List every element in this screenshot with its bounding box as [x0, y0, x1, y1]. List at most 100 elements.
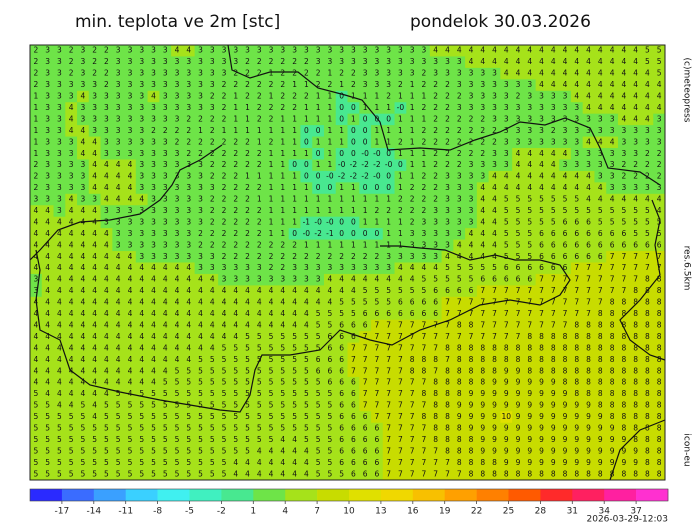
grid-cell [53, 342, 66, 355]
grid-cell [476, 354, 490, 367]
cell-value: 6 [339, 446, 344, 455]
cell-value: 5 [104, 469, 109, 478]
cell-value: 8 [610, 332, 615, 341]
grid-cell [65, 216, 78, 229]
grid-cell [371, 411, 384, 424]
grid-cell [523, 468, 537, 481]
cell-value: 4 [69, 206, 74, 215]
grid-cell [394, 285, 407, 298]
grid-cell [441, 365, 454, 378]
cell-value: 5 [116, 412, 121, 421]
cell-value: 4 [222, 309, 227, 318]
cell-value: 4 [257, 286, 262, 295]
cell-value: 4 [527, 46, 532, 55]
cell-value: 6 [598, 240, 603, 249]
cell-value: 4 [69, 126, 74, 135]
grid-cell [629, 90, 642, 103]
cell-value: 3 [151, 217, 156, 226]
cell-value: 5 [163, 469, 168, 478]
cell-value: 4 [433, 46, 438, 55]
cell-value: 3 [104, 103, 109, 112]
cell-value: 5 [280, 423, 285, 432]
cell-value: 3 [598, 149, 603, 158]
grid-cell [135, 262, 149, 275]
grid-cell [147, 170, 160, 183]
grid-cell [182, 273, 196, 286]
cell-value: 5 [280, 332, 285, 341]
cell-value: 4 [69, 229, 74, 238]
grid-cell [488, 445, 501, 458]
grid-cell [41, 193, 55, 206]
grid-cell [382, 67, 396, 80]
cell-value: 4 [504, 183, 509, 192]
grid-cell [406, 457, 419, 470]
cell-value: 7 [398, 389, 403, 398]
cell-value: 7 [410, 401, 415, 410]
grid-cell [218, 262, 231, 275]
grid-cell [253, 445, 266, 458]
grid-cell [476, 79, 490, 92]
grid-cell [594, 296, 607, 309]
cell-value: 5 [292, 343, 297, 352]
cell-value: 4 [269, 458, 274, 467]
grid-cell [41, 273, 55, 286]
cell-value: 1 [410, 80, 415, 89]
grid-cell [41, 90, 55, 103]
cell-value: 6 [574, 217, 579, 226]
grid-cell [65, 354, 78, 367]
grid-cell [100, 434, 113, 447]
cell-value: 4 [151, 286, 156, 295]
cell-value: 8 [657, 458, 662, 467]
grid-cell [476, 388, 490, 401]
cell-value: 3 [386, 263, 391, 272]
grid-cell [147, 331, 160, 344]
grid-cell [265, 273, 278, 286]
grid-cell [582, 365, 595, 378]
cell-value: 3 [186, 206, 191, 215]
cell-value: 5 [222, 401, 227, 410]
grid-cell [206, 56, 219, 69]
grid-cell [323, 125, 337, 138]
grid-cell [182, 136, 196, 149]
cell-value: 2 [457, 149, 462, 158]
cell-value: 9 [586, 435, 591, 444]
cell-value: 4 [175, 46, 180, 55]
cell-value: 5 [504, 206, 509, 215]
grid-cell [206, 273, 219, 286]
grid-cell [159, 422, 172, 435]
cell-value: 8 [633, 332, 638, 341]
grid-cell [594, 251, 607, 263]
grid-cell [135, 296, 149, 309]
grid-cell [418, 365, 431, 378]
cell-value: 7 [386, 332, 391, 341]
grid-cell [312, 376, 325, 389]
cell-value: 4 [574, 172, 579, 181]
cell-value: 8 [480, 469, 485, 478]
cell-value: 3 [139, 206, 144, 215]
grid-cell [594, 388, 607, 401]
grid-cell [30, 365, 43, 378]
grid-cell [241, 296, 254, 309]
grid-cell [159, 228, 172, 241]
grid-cell [124, 399, 137, 412]
cell-value: 8 [633, 286, 638, 295]
grid-cell [323, 411, 337, 424]
cell-value: 7 [610, 252, 615, 261]
cell-value: 4 [645, 80, 650, 89]
cell-value: 4 [292, 469, 297, 478]
grid-cell [606, 376, 619, 389]
cell-value: 4 [175, 309, 180, 318]
cell-value: 4 [280, 298, 285, 307]
cell-value: 8 [621, 355, 626, 364]
cell-value: 4 [233, 320, 238, 329]
grid-cell [488, 113, 501, 126]
grid-cell [276, 159, 290, 172]
grid-cell [335, 216, 348, 229]
cell-value: 7 [422, 435, 427, 444]
cell-value: 7 [469, 298, 474, 307]
grid-cell [559, 45, 572, 57]
cell-value: 5 [269, 378, 274, 387]
grid-cell [335, 422, 348, 435]
cell-value: 8 [633, 366, 638, 375]
grid-cell [171, 422, 184, 435]
